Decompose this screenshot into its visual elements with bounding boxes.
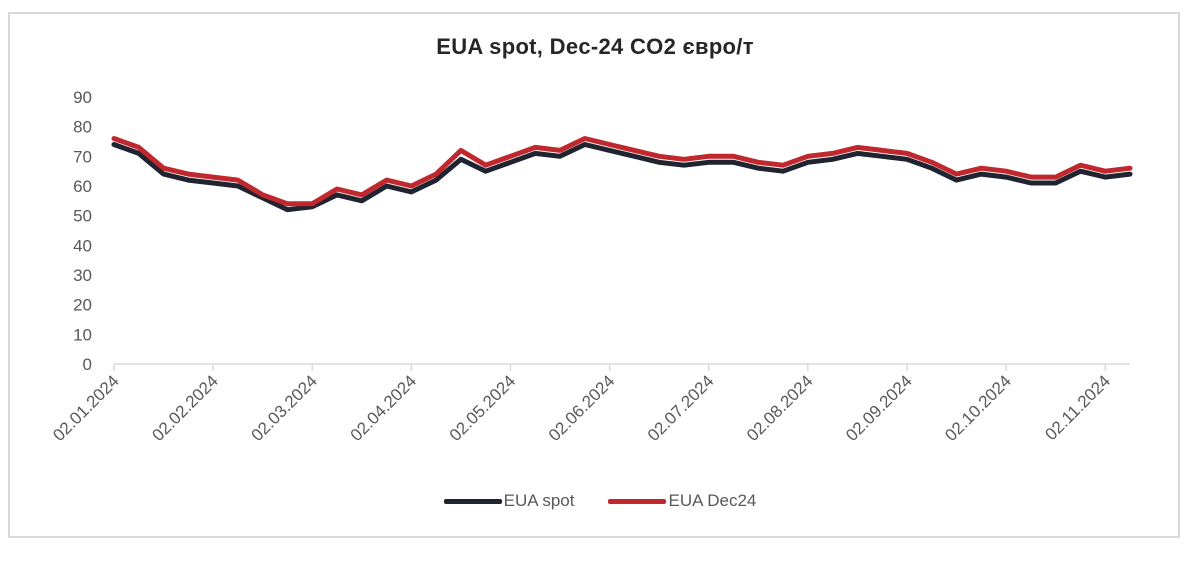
legend: EUA spot EUA Dec24 [0,491,1200,511]
legend-item-eua-dec24: EUA Dec24 [608,491,756,511]
x-tick-label: 02.04.2024 [347,371,421,445]
y-tick-label: 80 [73,118,92,137]
y-tick-label: 0 [83,355,92,374]
x-tick-label: 02.11.2024 [1041,371,1114,444]
legend-item-eua-spot: EUA spot [443,491,575,511]
x-tick-label: 02.10.2024 [941,371,1015,445]
legend-label-eua-dec24: EUA Dec24 [668,491,757,510]
series-line-eua-spot [111,142,1133,213]
y-tick-label: 70 [73,147,92,166]
x-axis: 02.01.2024 02.02.2024 02.03.2024 02.04.2024… [49,363,1130,445]
x-tick-label: 02.01.2024 [49,371,123,445]
series-lines [111,136,1133,213]
x-tick-label: 02.06.2024 [545,371,619,445]
chart-frame [8,12,1180,538]
series-line-eua-dec24 [111,136,1133,207]
x-tick-label: 02.08.2024 [743,371,817,445]
y-tick-label: 50 [73,207,92,226]
x-tick-label: 02.02.2024 [148,371,222,445]
x-tick-label: 02.03.2024 [247,371,321,445]
legend-swatch-eua-spot [443,498,502,504]
y-tick-label: 30 [73,266,92,285]
y-axis: 0 10 20 30 40 50 60 70 80 90 [73,88,92,374]
x-tick-label: 02.07.2024 [644,371,718,445]
x-tick-label: 02.05.2024 [446,371,520,445]
legend-swatch-eua-dec24 [608,498,667,504]
x-tick-label: 02.09.2024 [842,371,916,445]
y-tick-label: 20 [73,296,92,315]
y-tick-label: 60 [73,177,92,196]
legend-label-eua-spot: EUA spot [503,491,575,510]
y-tick-label: 10 [73,325,92,344]
chart-title: EUA spot, Dec-24 CO2 євро/т [436,34,754,59]
y-tick-label: 90 [73,88,92,107]
y-tick-label: 40 [73,236,92,255]
